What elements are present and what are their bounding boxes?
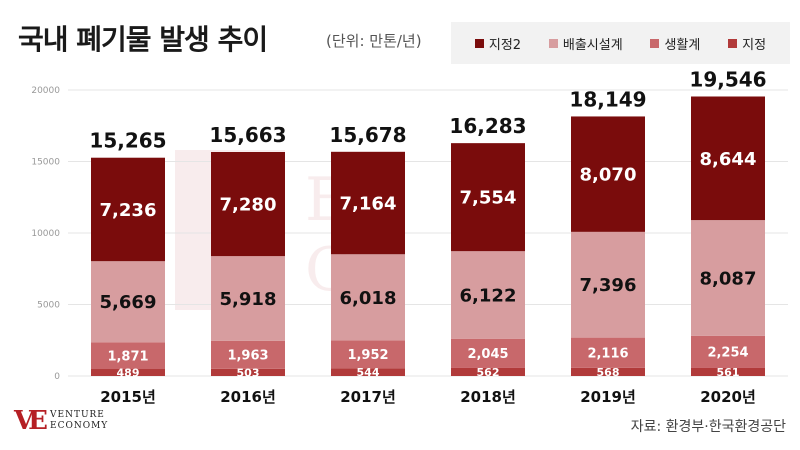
data-label-jijeong-4: 568 <box>597 366 620 379</box>
bar-baechul-0 <box>91 261 165 343</box>
legend-swatch-jijeong2 <box>474 38 484 48</box>
data-label-saenghwal-3: 2,045 <box>467 347 508 362</box>
bar-jijeong2-2 <box>331 151 405 255</box>
data-label-jijeong2-3: 7,554 <box>460 188 517 209</box>
bar-jijeong2-5 <box>691 96 765 221</box>
data-label-jijeong-0: 489 <box>117 366 140 379</box>
bar-jijeong2-3 <box>451 143 525 252</box>
logo-line-1: VENTURE <box>50 410 105 420</box>
data-label-saenghwal-1: 1,963 <box>227 348 268 363</box>
bar-jijeong-4 <box>571 367 645 376</box>
y-axis: 0 5000 10000 15000 20000 <box>31 86 60 382</box>
y-tick-label-3: 15000 <box>31 158 60 168</box>
bar-baechul-5 <box>691 220 765 336</box>
bar-baechul-1 <box>211 256 285 341</box>
x-tick-label-3: 2018년 <box>460 388 516 406</box>
x-tick-label-5: 2020년 <box>700 388 756 406</box>
legend-swatch-jijeong <box>728 38 738 48</box>
total-label-3: 16,283 <box>449 114 526 138</box>
source-note: 자료: 환경부·한국환경공단 <box>630 419 786 435</box>
logo-mark: VE <box>14 406 48 436</box>
data-label-saenghwal-2: 1,952 <box>347 348 388 363</box>
legend-item-jijeong: 지정 <box>728 34 766 53</box>
bar-jijeong-5 <box>691 367 765 376</box>
bar-saenghwal-1 <box>211 340 285 369</box>
x-axis: 2015년 2016년 2017년 2018년 2019년 2020년 <box>100 388 756 406</box>
legend-label-jijeong2: 지정2 <box>488 37 522 53</box>
legend-item-baechul: 배출시설계 <box>548 34 623 53</box>
total-label-5: 19,546 <box>689 67 766 91</box>
legend-item-jijeong2: 지정2 <box>474 34 522 53</box>
legend-item-saenghwal: 생활계 <box>650 34 700 53</box>
x-tick-label-1: 2016년 <box>220 388 276 406</box>
bar-saenghwal-2 <box>331 340 405 369</box>
data-label-jijeong-5: 561 <box>717 366 740 379</box>
unit-label: (단위: 만톤/년) <box>326 32 422 50</box>
bar-jijeong-1 <box>211 368 285 376</box>
total-label-0: 15,265 <box>89 129 166 153</box>
legend-swatch-saenghwal <box>650 38 660 48</box>
bar-jijeong2-0 <box>91 157 165 262</box>
bar-jijeong-3 <box>451 367 525 376</box>
y-tick-label-4: 20000 <box>31 86 60 96</box>
legend-label-jijeong: 지정 <box>742 37 767 53</box>
x-tick-label-2: 2017년 <box>340 388 396 406</box>
legend-label-saenghwal: 생활계 <box>664 37 701 53</box>
venture-economy-logo: VE VENTURE ECONOMY <box>14 406 108 436</box>
legend-swatch-baechul <box>548 38 558 48</box>
x-tick-label-0: 2015년 <box>100 388 156 406</box>
data-label-baechul-2: 6,018 <box>340 288 397 309</box>
bar-baechul-2 <box>331 254 405 341</box>
bars <box>91 96 765 376</box>
logo-line-2: ECONOMY <box>50 421 109 431</box>
data-label-baechul-3: 6,122 <box>460 285 517 306</box>
data-label-baechul-1: 5,918 <box>220 289 277 310</box>
data-label-jijeong2-2: 7,164 <box>340 194 397 215</box>
data-label-jijeong2-0: 7,236 <box>100 200 157 221</box>
data-label-jijeong-3: 562 <box>477 366 500 379</box>
legend: 지정2 배출시설계 생활계 지정 <box>451 22 790 64</box>
data-label-jijeong-1: 503 <box>237 366 260 379</box>
data-label-jijeong2-4: 8,070 <box>580 165 637 186</box>
bar-saenghwal-3 <box>451 338 525 368</box>
bar-baechul-3 <box>451 251 525 339</box>
data-label-jijeong-2: 544 <box>357 366 380 379</box>
data-label-baechul-0: 5,669 <box>100 292 157 313</box>
bar-saenghwal-5 <box>691 335 765 368</box>
legend-label-baechul: 배출시설계 <box>562 37 623 53</box>
data-label-jijeong2-5: 8,644 <box>700 149 757 170</box>
data-label-baechul-5: 8,087 <box>700 268 757 289</box>
logo-text: VENTURE ECONOMY <box>50 410 108 432</box>
y-tick-label-0: 0 <box>54 372 60 382</box>
x-tick-label-4: 2019년 <box>580 388 636 406</box>
bar-baechul-4 <box>571 231 645 338</box>
bar-jijeong2-1 <box>211 152 285 257</box>
data-label-saenghwal-0: 1,871 <box>107 349 148 364</box>
data-label-saenghwal-4: 2,116 <box>587 346 628 361</box>
data-labels: 489 1,871 5,669 7,236 15,265 503 1,963 5,918 7,2… <box>89 67 766 379</box>
chart-title: 국내 폐기물 발생 추이 <box>18 23 268 56</box>
y-tick-label-1: 5000 <box>37 301 60 311</box>
data-label-saenghwal-5: 2,254 <box>707 346 748 361</box>
total-label-1: 15,663 <box>209 123 286 147</box>
total-label-2: 15,678 <box>329 123 406 147</box>
bar-jijeong-2 <box>331 368 405 376</box>
data-label-baechul-4: 7,396 <box>580 275 637 296</box>
y-tick-label-2: 10000 <box>31 229 60 239</box>
bar-jijeong2-4 <box>571 116 645 232</box>
data-label-jijeong2-1: 7,280 <box>220 195 277 216</box>
bar-saenghwal-4 <box>571 337 645 368</box>
bar-jijeong-0 <box>91 369 165 376</box>
total-label-4: 18,149 <box>569 87 646 111</box>
grid-layer <box>68 89 788 377</box>
bar-saenghwal-0 <box>91 342 165 370</box>
